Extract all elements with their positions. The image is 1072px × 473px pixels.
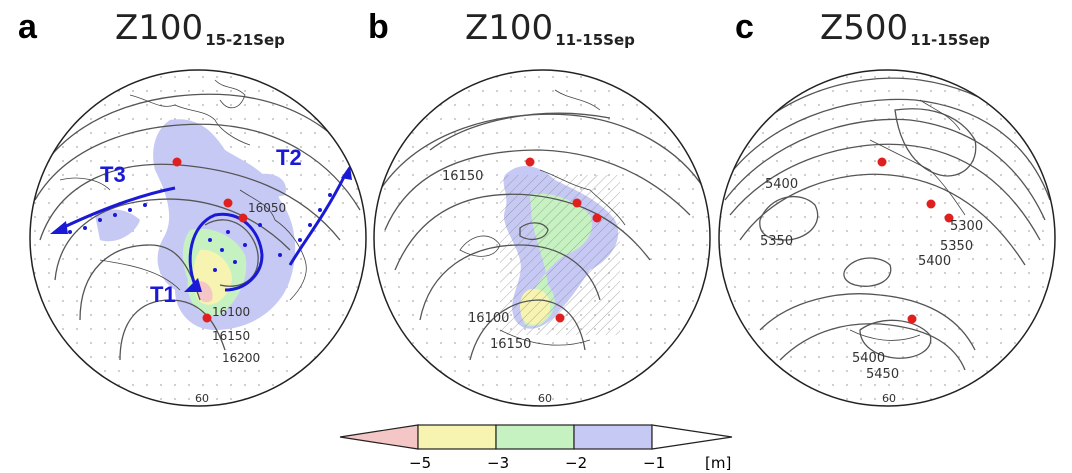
panel-c-title-sub: 11-15Sep [910, 31, 990, 49]
map-panel-a: T3 T2 T1 16050 16100 16150 16200 60 [29, 69, 367, 407]
colorbar-seg-gt1 [651, 424, 733, 450]
map-panel-c: 5400 5350 5300 5350 5400 5400 5450 60 [718, 69, 1056, 407]
map-c-dots [719, 70, 1055, 406]
track-label-t3: T3 [100, 162, 126, 187]
contour-label-b-3: 16150 [490, 337, 531, 352]
map-a-outline [29, 69, 367, 407]
contour-label-a-3: 16150 [212, 329, 250, 343]
colorbar-seg-2-1 [573, 424, 653, 450]
panel-b-title-sub: 11-15Sep [555, 31, 635, 49]
contour-label-a-4: 16200 [222, 351, 260, 365]
colorbar-unit: [m] [705, 454, 731, 472]
contour-label-c-2: 5350 [760, 234, 793, 249]
markers-b [525, 157, 602, 323]
track-t2-arrow [288, 174, 347, 266]
panel-b-title-main: Z100 [465, 8, 554, 48]
panel-a-title-main: Z100 [115, 8, 204, 48]
track-t3-arrow [61, 186, 176, 230]
panel-c-letter: c [735, 8, 754, 46]
coastlines-b [459, 89, 626, 346]
coastlines-c [849, 99, 966, 341]
map-panel-b: 16150 16100 16150 60 [373, 69, 711, 407]
panel-c-title-main: Z500 [820, 8, 909, 48]
track-t2-arrowhead [341, 165, 352, 180]
track-t3-arrowhead [50, 221, 68, 234]
contour-label-a-2: 16100 [212, 305, 250, 319]
colorbar-seg-lt5 [339, 424, 419, 450]
coastlines-a [59, 79, 307, 301]
panel-a-title-sub: 15-21Sep [205, 31, 285, 49]
markers-a [172, 157, 248, 323]
track-points-a [68, 193, 332, 272]
colorbar-tick-1: −5 [409, 454, 431, 472]
panel-b-letter: b [368, 8, 389, 46]
colorbar-seg-3-2 [495, 424, 575, 450]
panel-a-letter: a [18, 8, 37, 46]
panel-c-title: Z500 11-15Sep [820, 8, 990, 49]
contour-label-c-5: 5400 [918, 254, 951, 269]
track-t1-arrowhead [184, 278, 202, 292]
colorbar: −5 −3 −2 −1 [m] [339, 424, 733, 472]
track-label-t1: T1 [150, 282, 176, 307]
contour-label-a-1: 16050 [248, 201, 286, 215]
contour-label-b-2: 16100 [468, 311, 509, 326]
hatch-b [500, 175, 620, 335]
contours-b [379, 112, 706, 361]
colorbar-tick-3: −2 [565, 454, 587, 472]
contour-label-c-3: 5300 [950, 219, 983, 234]
contour-label-c-1: 5400 [765, 177, 798, 192]
contour-label-c-4: 5350 [940, 239, 973, 254]
anomaly-a-blue-2 [95, 209, 140, 242]
contour-label-c-7: 5450 [866, 367, 899, 382]
map-b-outline [373, 69, 711, 407]
panel-b-title: Z100 11-15Sep [465, 8, 635, 49]
track-label-t2: T2 [276, 145, 302, 170]
lat-label-b: 60 [538, 392, 552, 405]
map-c-outline [718, 69, 1056, 407]
panel-a-title: Z100 15-21Sep [115, 8, 285, 49]
lat-label-c: 60 [882, 392, 896, 405]
colorbar-tick-2: −3 [487, 454, 509, 472]
contour-label-b-1: 16150 [442, 169, 483, 184]
contour-label-c-6: 5400 [852, 351, 885, 366]
lat-label-a: 60 [195, 392, 209, 405]
contours-a [34, 93, 361, 361]
markers-c [877, 157, 954, 324]
colorbar-seg-5-3 [417, 424, 497, 450]
colorbar-tick-4: −1 [643, 454, 665, 472]
